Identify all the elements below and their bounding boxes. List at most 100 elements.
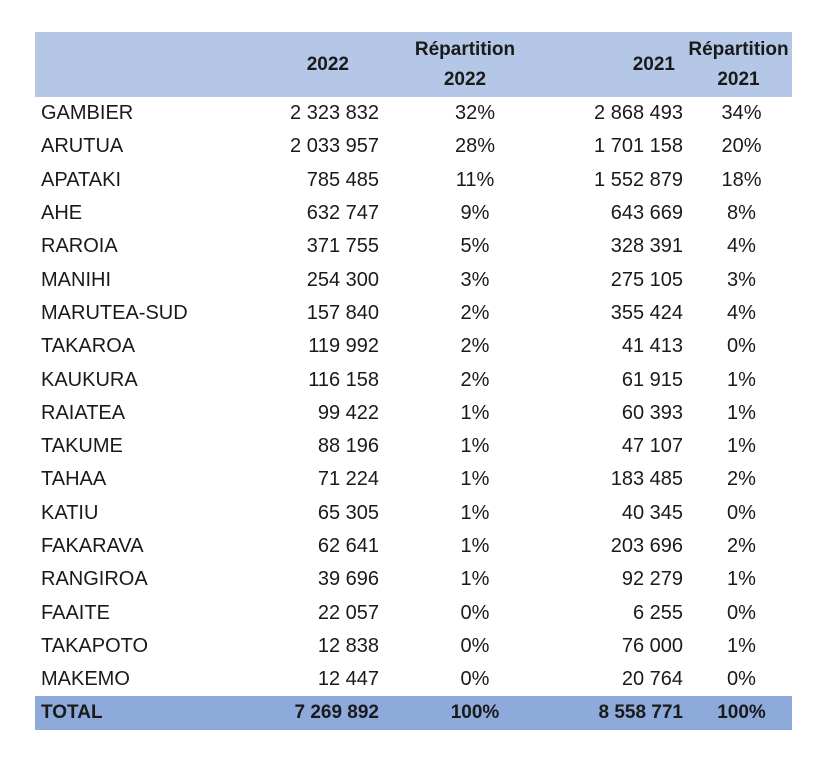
table-row: APATAKI 785 485 11% 1 552 879 18% xyxy=(35,164,792,197)
table-row: AHE 632 747 9% 643 669 8% xyxy=(35,197,792,230)
table-row: FAAITE 22 057 0% 6 255 0% xyxy=(35,596,792,629)
row-share-2022: 0% xyxy=(460,601,490,624)
row-share-2021: 20% xyxy=(721,135,762,158)
header-repartition-2021-line1: Répartition xyxy=(688,38,789,60)
row-name-cell: TAKAROA xyxy=(41,335,136,358)
row-value-2022: 2 033 957 xyxy=(290,135,379,158)
row-share-2022: 1% xyxy=(460,435,490,458)
row-name-cell: RAIATEA xyxy=(41,401,126,424)
table-row: KAUKURA 116 158 2% 61 915 1% xyxy=(35,363,792,396)
row-name-cell: AHE xyxy=(41,202,83,225)
row-value-2021: 183 485 xyxy=(610,468,683,491)
row-value-2022: 99 422 xyxy=(317,401,379,424)
row-value-2022: 119 992 xyxy=(308,335,379,358)
row-share-2022: 5% xyxy=(460,235,490,258)
total-value-2021: 8 558 771 xyxy=(598,702,683,724)
row-name-cell: APATAKI xyxy=(41,168,122,191)
row-value-2021: 2 868 493 xyxy=(594,102,683,125)
row-share-2022: 32% xyxy=(454,102,496,125)
table-row: GAMBIER 2 323 832 32% 2 868 493 34% xyxy=(35,97,792,130)
row-name-cell: KAUKURA xyxy=(41,368,138,391)
total-share-2022: 100% xyxy=(450,702,500,724)
header-2021: 2021 xyxy=(632,53,675,75)
table-row: MANIHI 254 300 3% 275 105 3% xyxy=(35,263,792,296)
row-name-cell: ARUTUA xyxy=(41,135,124,158)
table-body: GAMBIER 2 323 832 32% 2 868 493 34% ARUTUA 2 0… xyxy=(35,97,792,696)
table-row: FAKARAVA 62 641 1% 203 696 2% xyxy=(35,530,792,563)
row-value-2021: 1 552 879 xyxy=(594,168,683,191)
row-value-2021: 40 345 xyxy=(621,501,683,524)
header-repartition-2022-line2: 2022 xyxy=(443,68,487,90)
row-share-2021: 3% xyxy=(727,268,756,291)
row-share-2021: 4% xyxy=(727,235,756,258)
row-share-2022: 2% xyxy=(460,368,490,391)
table-row: TAKUME 88 196 1% 47 107 1% xyxy=(35,430,792,463)
row-value-2021: 47 107 xyxy=(621,435,683,458)
row-name-cell: MAKEMO xyxy=(41,668,130,691)
row-value-2022: 785 485 xyxy=(306,168,379,191)
row-name-cell: TAKUME xyxy=(41,435,123,458)
row-share-2022: 1% xyxy=(460,401,490,424)
row-name-cell: MARUTEA-SUD xyxy=(41,301,188,324)
data-table-container: 2022 Répartition 2022 2021 Répartition 2… xyxy=(35,32,792,731)
row-value-2022: 632 747 xyxy=(306,202,379,225)
row-share-2021: 4% xyxy=(727,301,756,324)
row-share-2022: 11% xyxy=(455,168,495,191)
row-share-2021: 1% xyxy=(727,435,756,458)
header-2022: 2022 xyxy=(306,53,349,75)
row-share-2022: 1% xyxy=(460,568,490,591)
row-value-2022: 157 840 xyxy=(306,301,379,324)
table-row: TAKAROA 119 992 2% 41 413 0% xyxy=(35,330,792,363)
row-value-2022: 88 196 xyxy=(317,435,379,458)
row-share-2022: 3% xyxy=(460,268,490,291)
table-footer: TOTAL 7 269 892 100% 8 558 771 100% xyxy=(35,696,792,731)
table-row: MAKEMO 12 447 0% 20 764 0% xyxy=(35,663,792,696)
row-share-2021: 0% xyxy=(727,601,756,624)
row-share-2022: 9% xyxy=(460,202,490,225)
row-name-cell: MANIHI xyxy=(41,268,111,291)
header-repartition-2022-line1: Répartition xyxy=(414,38,516,60)
total-label: TOTAL xyxy=(41,702,103,724)
row-value-2021: 203 696 xyxy=(610,535,683,557)
row-value-2022: 39 696 xyxy=(317,568,379,591)
production-table: 2022 Répartition 2022 2021 Répartition 2… xyxy=(35,32,792,731)
row-value-2022: 2 323 832 xyxy=(290,102,379,125)
total-row: TOTAL 7 269 892 100% 8 558 771 100% xyxy=(35,696,792,731)
row-value-2021: 41 413 xyxy=(621,335,683,358)
row-share-2021: 34% xyxy=(721,102,762,125)
row-share-2022: 0% xyxy=(460,668,490,691)
row-share-2021: 1% xyxy=(727,368,756,391)
table-row: RANGIROA 39 696 1% 92 279 1% xyxy=(35,563,792,596)
row-value-2022: 62 641 xyxy=(317,535,379,557)
table-header: 2022 Répartition 2022 2021 Répartition 2… xyxy=(35,32,792,97)
row-value-2022: 371 755 xyxy=(306,235,379,258)
table-row: KATIU 65 305 1% 40 345 0% xyxy=(35,497,792,530)
total-value-2022: 7 269 892 xyxy=(294,702,379,724)
row-name-cell: RAROIA xyxy=(41,235,118,258)
row-value-2021: 92 279 xyxy=(621,568,683,591)
row-share-2021: 1% xyxy=(727,634,756,657)
row-share-2022: 0% xyxy=(460,634,490,657)
row-name-cell: KATIU xyxy=(41,501,99,524)
table-row: RAROIA 371 755 5% 328 391 4% xyxy=(35,230,792,263)
row-share-2022: 2% xyxy=(460,301,490,324)
row-value-2021: 20 764 xyxy=(621,668,683,691)
row-name-cell: TAKAPOTO xyxy=(41,634,149,657)
row-value-2022: 22 057 xyxy=(317,601,379,624)
row-name-cell: TAHAA xyxy=(41,468,107,491)
row-value-2022: 71 224 xyxy=(317,468,379,491)
row-name-cell: FAKARAVA xyxy=(41,535,144,557)
row-value-2021: 275 105 xyxy=(610,268,683,291)
row-value-2021: 60 393 xyxy=(621,401,683,424)
row-value-2022: 12 447 xyxy=(317,668,379,691)
table-row: TAKAPOTO 12 838 0% 76 000 1% xyxy=(35,630,792,663)
table-row: ARUTUA 2 033 957 28% 1 701 158 20% xyxy=(35,130,792,163)
row-share-2021: 0% xyxy=(727,335,756,358)
row-share-2022: 1% xyxy=(460,468,490,491)
row-share-2021: 2% xyxy=(727,535,756,557)
row-share-2021: 2% xyxy=(727,468,756,491)
row-value-2021: 355 424 xyxy=(610,301,683,324)
row-value-2021: 643 669 xyxy=(610,202,683,225)
row-name-cell: GAMBIER xyxy=(41,102,134,125)
table-row: MARUTEA-SUD 157 840 2% 355 424 4% xyxy=(35,297,792,330)
